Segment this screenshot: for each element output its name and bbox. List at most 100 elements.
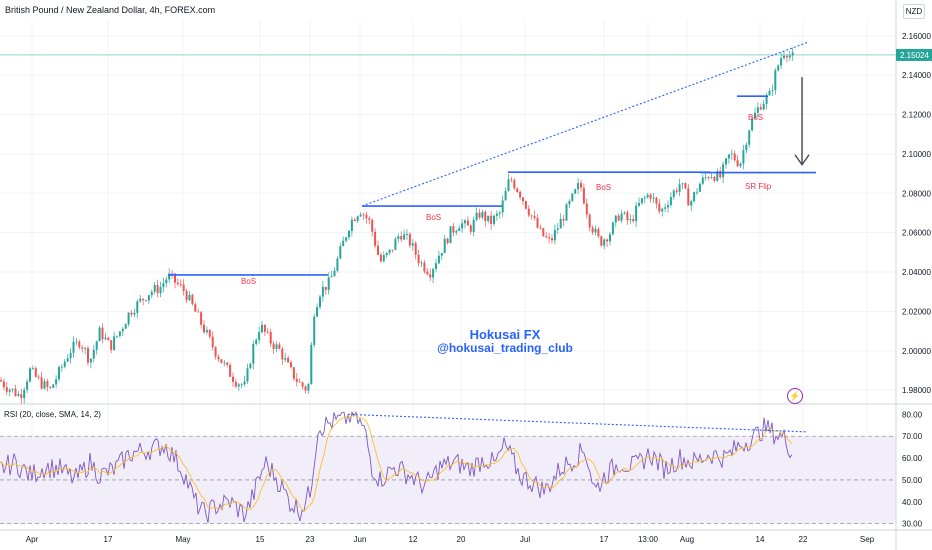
candle-body bbox=[8, 389, 11, 392]
candle-body bbox=[649, 194, 652, 199]
candle-body bbox=[629, 219, 632, 221]
candle-body bbox=[481, 211, 484, 218]
candle-body bbox=[435, 263, 437, 269]
down-arrow-head bbox=[794, 154, 810, 166]
price-trendline bbox=[361, 41, 809, 207]
candle-body bbox=[739, 163, 742, 167]
candle-body bbox=[40, 377, 43, 389]
candle-body bbox=[446, 238, 449, 244]
candle-body bbox=[49, 386, 52, 388]
candle-body bbox=[174, 273, 176, 283]
candle-body bbox=[617, 215, 620, 221]
candle-body bbox=[713, 177, 716, 181]
price-tick-label: 2.14000 bbox=[902, 71, 931, 80]
candle-body bbox=[350, 219, 353, 231]
candle-body bbox=[182, 284, 185, 292]
price-tick-label: 2.04000 bbox=[902, 268, 931, 277]
candle-body bbox=[536, 217, 539, 228]
candle-body bbox=[5, 387, 8, 392]
currency-badge[interactable]: NZD bbox=[903, 4, 925, 19]
candle-body bbox=[664, 207, 667, 209]
candle-body bbox=[472, 219, 475, 232]
candle-body bbox=[527, 208, 530, 216]
candle-body bbox=[191, 294, 194, 305]
candle-body bbox=[176, 282, 179, 285]
candle-body bbox=[60, 366, 63, 368]
candle-body bbox=[406, 234, 408, 235]
rsi-tick-label: 70.00 bbox=[902, 432, 923, 441]
candle-body bbox=[580, 183, 582, 188]
candle-body bbox=[145, 300, 147, 301]
candle-body bbox=[748, 130, 751, 145]
candle-body bbox=[684, 183, 687, 189]
candle-body bbox=[588, 214, 591, 228]
candle-body bbox=[69, 352, 72, 359]
candle-body bbox=[188, 294, 191, 301]
candle-body bbox=[504, 190, 507, 201]
candle-body bbox=[632, 219, 635, 222]
candle-body bbox=[278, 344, 281, 349]
candle-body bbox=[307, 384, 310, 391]
candle-body bbox=[388, 249, 391, 253]
candle-body bbox=[98, 327, 101, 342]
candle-body bbox=[551, 238, 553, 241]
candle-body bbox=[449, 226, 452, 244]
candle-body bbox=[304, 386, 307, 391]
candle-body bbox=[165, 279, 168, 284]
candle-body bbox=[716, 171, 719, 181]
candle-body bbox=[742, 150, 745, 164]
candle-body bbox=[229, 364, 232, 377]
candle-body bbox=[704, 177, 707, 179]
time-tick-label: May bbox=[175, 535, 190, 544]
candle-body bbox=[101, 327, 104, 340]
candle-body bbox=[374, 231, 377, 246]
candle-body bbox=[232, 376, 234, 382]
rsi-tick-label: 50.00 bbox=[902, 476, 923, 485]
candle-body bbox=[20, 394, 23, 399]
candle-body bbox=[107, 337, 110, 341]
candle-body bbox=[635, 205, 638, 222]
candle-body bbox=[2, 381, 5, 388]
lightning-icon[interactable]: ⚡ bbox=[787, 388, 803, 404]
price-tick-label: 2.00000 bbox=[902, 347, 931, 356]
candle-body bbox=[777, 65, 780, 71]
candle-body bbox=[58, 367, 60, 380]
candle-body bbox=[620, 213, 623, 221]
candle-body bbox=[81, 347, 84, 349]
candle-body bbox=[34, 368, 37, 377]
candle-body bbox=[678, 184, 681, 192]
candle-body bbox=[725, 158, 727, 165]
candle-body bbox=[26, 381, 29, 390]
candle-body bbox=[780, 58, 783, 66]
candle-body bbox=[200, 312, 203, 325]
time-tick-label: Jun bbox=[354, 535, 367, 544]
candle-body bbox=[255, 339, 258, 344]
candle-body bbox=[52, 384, 55, 388]
candle-body bbox=[397, 236, 400, 240]
candle-body bbox=[594, 228, 597, 233]
candle-body bbox=[208, 330, 211, 337]
candle-body bbox=[324, 286, 327, 290]
candle-body bbox=[301, 382, 304, 387]
candle-body bbox=[417, 254, 420, 264]
current-price-box bbox=[896, 48, 932, 61]
candle-body bbox=[11, 388, 14, 390]
candle-body bbox=[348, 230, 350, 238]
candle-body bbox=[582, 187, 585, 204]
candle-body bbox=[785, 55, 788, 58]
candle-body bbox=[609, 234, 611, 242]
rsi-title: RSI (20, close, SMA, 14, 2) bbox=[4, 410, 101, 419]
candle-body bbox=[423, 262, 426, 272]
candle-body bbox=[287, 358, 290, 363]
candle-body bbox=[693, 192, 696, 202]
candle-body bbox=[261, 324, 263, 333]
candle-body bbox=[319, 296, 321, 308]
rsi-ma-line bbox=[0, 415, 793, 512]
candle-body bbox=[353, 219, 356, 222]
candle-body bbox=[87, 348, 89, 363]
candle-body bbox=[124, 324, 127, 329]
candle-body bbox=[722, 164, 725, 178]
candle-body bbox=[754, 112, 756, 119]
candle-body bbox=[310, 344, 313, 385]
